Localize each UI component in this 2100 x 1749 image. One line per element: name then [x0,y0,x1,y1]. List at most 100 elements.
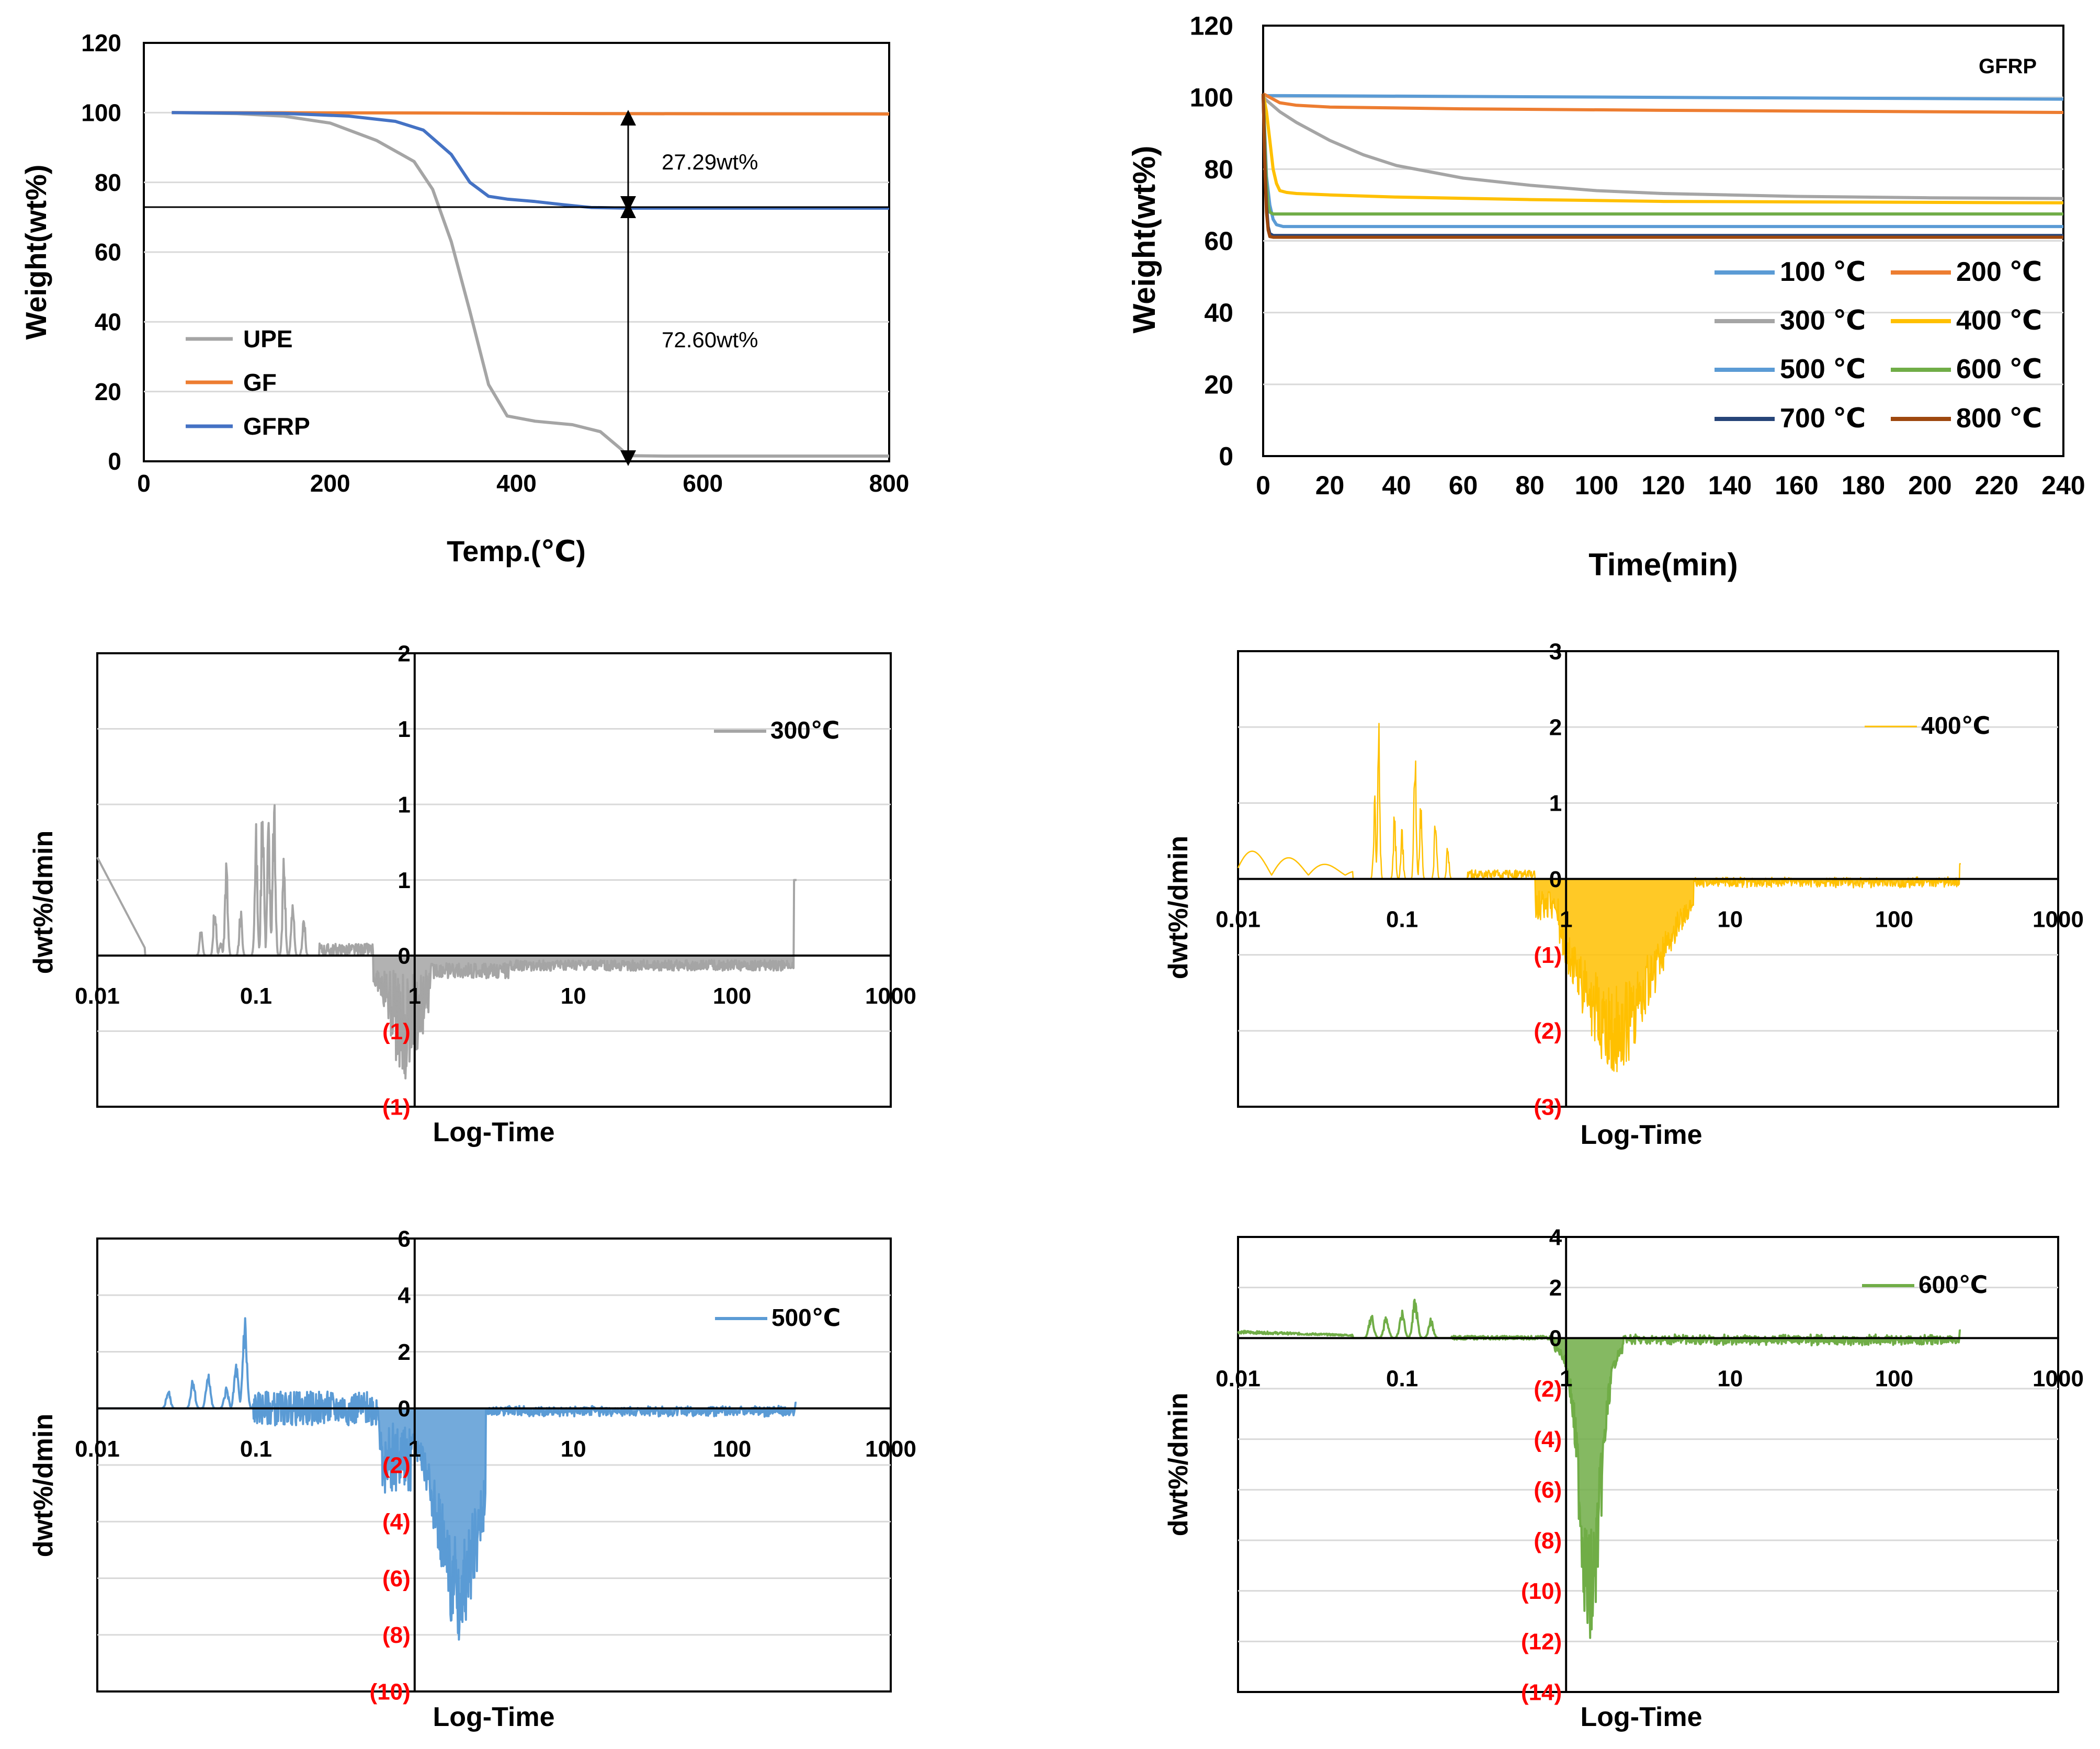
dtg-300-grid [97,728,891,1032]
isothermal-legend-label-400: 400 ℃ [1956,305,2042,336]
dtg-300-y-tick-label: 2 [398,641,410,666]
isothermal-y-tick-label: 0 [1219,442,1233,471]
dtg-300-y-axis-label: dwt%/dmin [28,831,59,974]
isothermal-series-100 [1262,92,2064,101]
dtg-600-plot-area [1237,1236,2059,1693]
dtg-400-x-tick-label: 1 [1560,907,1572,933]
tga-x-tick-label: 400 [496,470,537,497]
dtg-300-series [96,804,797,1080]
isothermal-grid [1263,96,2063,385]
isothermal-series [1262,92,2064,239]
dtg-600-y-tick-label: (2) [1534,1376,1562,1402]
isothermal-y-tick-label: 60 [1204,226,1233,256]
tga-legend-label-gfrp: GFRP [243,413,310,440]
isothermal-x-tick-label: 60 [1449,471,1478,500]
isothermal-legend-label-300: 300 ℃ [1780,305,1866,336]
isothermal-x-axis-label: Time(min) [1588,547,1738,582]
dtg-300-y-tick-label: 1 [398,792,410,817]
isothermal-legend-label-200: 200 ℃ [1956,257,2042,287]
dtg-400-x-tick-label: 10 [1717,907,1743,933]
dtg-400-legend-label: 400℃ [1921,712,1990,739]
dtg-300-series-line [96,804,797,1080]
dtg-500-y-tick-label: (6) [382,1566,411,1592]
isothermal-x-tick-label: 200 [1908,471,1951,500]
dtg-500-legend: 500℃ [715,1304,841,1331]
dtg-500-ticks: 6 4 2 0 (2) (4) (6) (8) (10) 0.01 0.1 1 10 100 1000 [75,1226,916,1705]
dtg-500-x-tick-label: 100 [713,1436,751,1462]
dtg-500-y-tick-label: (4) [382,1509,411,1535]
tga-x-tick-label: 0 [137,470,151,497]
tga-y-tick-label: 80 [95,169,121,196]
isothermal-y-tick-label: 20 [1204,370,1233,399]
dtg-400-x-tick-label: 0.01 [1216,907,1261,933]
isothermal-title: GFRP [1979,55,2037,78]
isothermal-series-400 [1262,93,2064,205]
dtg-300-legend: 300℃ [714,717,839,744]
dtg-600-y-tick-label: 4 [1549,1224,1562,1250]
dtg-400-x-tick-label: 1000 [2033,907,2084,933]
dtg-600-ticks: 4 2 0 (2) (4) (6) (8) (10) (12) (14) 0.01 0.1 1 10 100… [1216,1224,2084,1705]
isothermal-y-tick-label: 120 [1190,12,1233,41]
dtg-300-y-tick-label: 1 [398,717,410,742]
isothermal-legend-label-100: 100 ℃ [1780,257,1866,287]
tga-x-tick-label: 200 [310,470,350,497]
dtg-300-x-tick-label: 1 [408,983,421,1009]
isothermal-x-tick-label: 140 [1708,471,1752,500]
dtg-400-y-tick-label: (1) [1534,942,1562,968]
tga-y-tick-label: 0 [108,448,121,475]
tga-legend-label-gf: GF [243,369,277,396]
dtg-400-series-fill [1238,879,1961,1072]
dtg-500-y-tick-label: 2 [398,1339,410,1365]
tga-y-tick-label: 60 [95,238,121,266]
dtg-600-y-axis-label: dwt%/dmin [1163,1393,1194,1536]
dtg-300-x-tick-label: 10 [561,983,586,1009]
dtg-400-y-axis-label: dwt%/dmin [1163,836,1194,979]
isothermal-series-200 [1262,92,2064,114]
tga-legend-label-upe: UPE [243,325,293,353]
isothermal-y-tick-label: 40 [1204,298,1233,327]
tga-annotation-upper: 27.29wt% [662,150,758,174]
isothermal-y-tick-label: 100 [1190,83,1233,112]
isothermal-y-axis-label: Weight(wt%) [1127,146,1162,334]
dtg-400-x-axis-label: Log-Time [1580,1120,1702,1150]
dtg-300-y-tick-label: 0 [398,943,410,969]
isothermal-x-tick-label: 220 [1975,471,2018,500]
isothermal-ticks: 0 20 40 60 80 100 120 0 20 40 60 80 100 120 140 160 180 2… [1190,12,2085,501]
tga-series-gfrp [172,111,889,210]
dtg-600-x-tick-label: 0.1 [1386,1366,1418,1391]
tga-annotation-lower: 72.60wt% [662,327,758,352]
tga-series [172,111,890,458]
isothermal-x-tick-label: 120 [1641,471,1685,500]
tga-x-tick-label: 600 [683,470,723,497]
isothermal-chart: 0 20 40 60 80 100 120 0 20 40 60 80 100 120 140 160 180 2… [1127,12,2085,583]
dtg-500-chart: 6 4 2 0 (2) (4) (6) (8) (10) 0.01 0.1 1 10 100 1000 50… [28,1226,916,1732]
tga-y-axis-label: Weight(wt%) [19,165,52,340]
dtg-600-y-tick-label: 0 [1549,1326,1562,1352]
isothermal-series-800 [1262,94,2063,239]
tga-x-axis-label: Temp.(℃) [447,535,586,567]
dtg-400-series [1237,722,1961,1073]
tga-legend: UPE GF GFRP [186,325,310,440]
dtg-600-y-tick-label: (8) [1534,1528,1562,1553]
tga-ticks: 0 20 40 60 80 100 120 0 200 400 600 800 [81,29,909,497]
dtg-400-y-tick-label: 2 [1549,715,1562,741]
dtg-300-legend-label: 300℃ [770,717,839,744]
tga-y-tick-label: 120 [81,29,121,56]
isothermal-x-tick-label: 100 [1575,471,1618,500]
dtg-600-y-tick-label: (12) [1521,1629,1562,1655]
dtg-400-y-tick-label: (2) [1534,1018,1562,1044]
dtg-300-x-tick-label: 0.01 [75,983,120,1009]
dtg-500-y-tick-label: (10) [370,1679,411,1705]
dtg-500-x-axis-label: Log-Time [433,1702,554,1732]
dtg-300-x-tick-label: 0.1 [240,983,272,1009]
dtg-600-x-tick-label: 10 [1717,1366,1743,1391]
isothermal-x-tick-label: 180 [1842,471,1885,500]
dtg-600-grid [1238,1287,2058,1642]
tga-y-tick-label: 100 [81,99,121,126]
dtg-600-y-tick-label: (6) [1534,1478,1562,1503]
dtg-500-x-tick-label: 10 [561,1436,586,1462]
dtg-600-x-tick-label: 1 [1560,1366,1572,1391]
isothermal-x-tick-label: 240 [2041,471,2085,500]
dtg-500-y-tick-label: (2) [382,1452,411,1478]
